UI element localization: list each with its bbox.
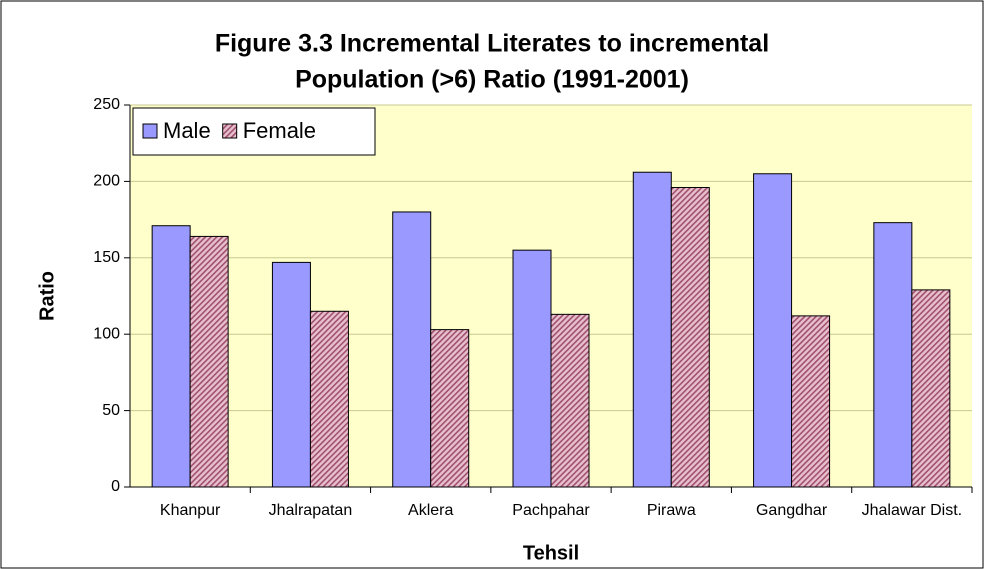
legend-swatch	[142, 123, 158, 139]
y-tick-label: 250	[93, 96, 120, 113]
x-tick-label: Gangdhar	[756, 502, 828, 519]
bar	[911, 289, 951, 488]
x-tick-label: Khanpur	[160, 502, 221, 519]
y-tick-label: 100	[93, 325, 120, 342]
y-axis-label: Ratio	[36, 271, 58, 321]
bar	[392, 211, 432, 488]
x-tick-label: Pachpahar	[512, 502, 590, 519]
y-tick-label: 0	[111, 478, 120, 495]
bar	[512, 249, 552, 488]
x-axis-label: Tehsil	[523, 542, 579, 564]
bar	[189, 235, 229, 488]
bar	[791, 315, 831, 488]
bar	[309, 310, 349, 488]
x-tick-label: Jhalrapatan	[269, 502, 353, 519]
legend-swatch	[222, 123, 238, 139]
y-tick-label: 50	[102, 402, 120, 419]
chart-title: Figure 3.3 Incremental Literates to incr…	[215, 30, 769, 58]
bar	[632, 171, 672, 488]
y-tick-label: 150	[93, 249, 120, 266]
legend-label: Female	[243, 118, 316, 143]
bar	[873, 222, 913, 488]
bar	[151, 225, 191, 488]
x-tick-label: Aklera	[408, 502, 453, 519]
x-tick-label: Jhalawar Dist.	[862, 502, 962, 519]
bar	[670, 187, 710, 488]
bar	[271, 261, 311, 488]
chart-title: Population (>6) Ratio (1991-2001)	[295, 66, 689, 94]
bar	[430, 329, 470, 488]
y-tick-label: 200	[93, 173, 120, 190]
bar	[753, 173, 793, 488]
x-tick-label: Pirawa	[647, 502, 696, 519]
bar	[550, 313, 590, 488]
legend-label: Male	[163, 118, 211, 143]
legend-box	[132, 107, 376, 156]
